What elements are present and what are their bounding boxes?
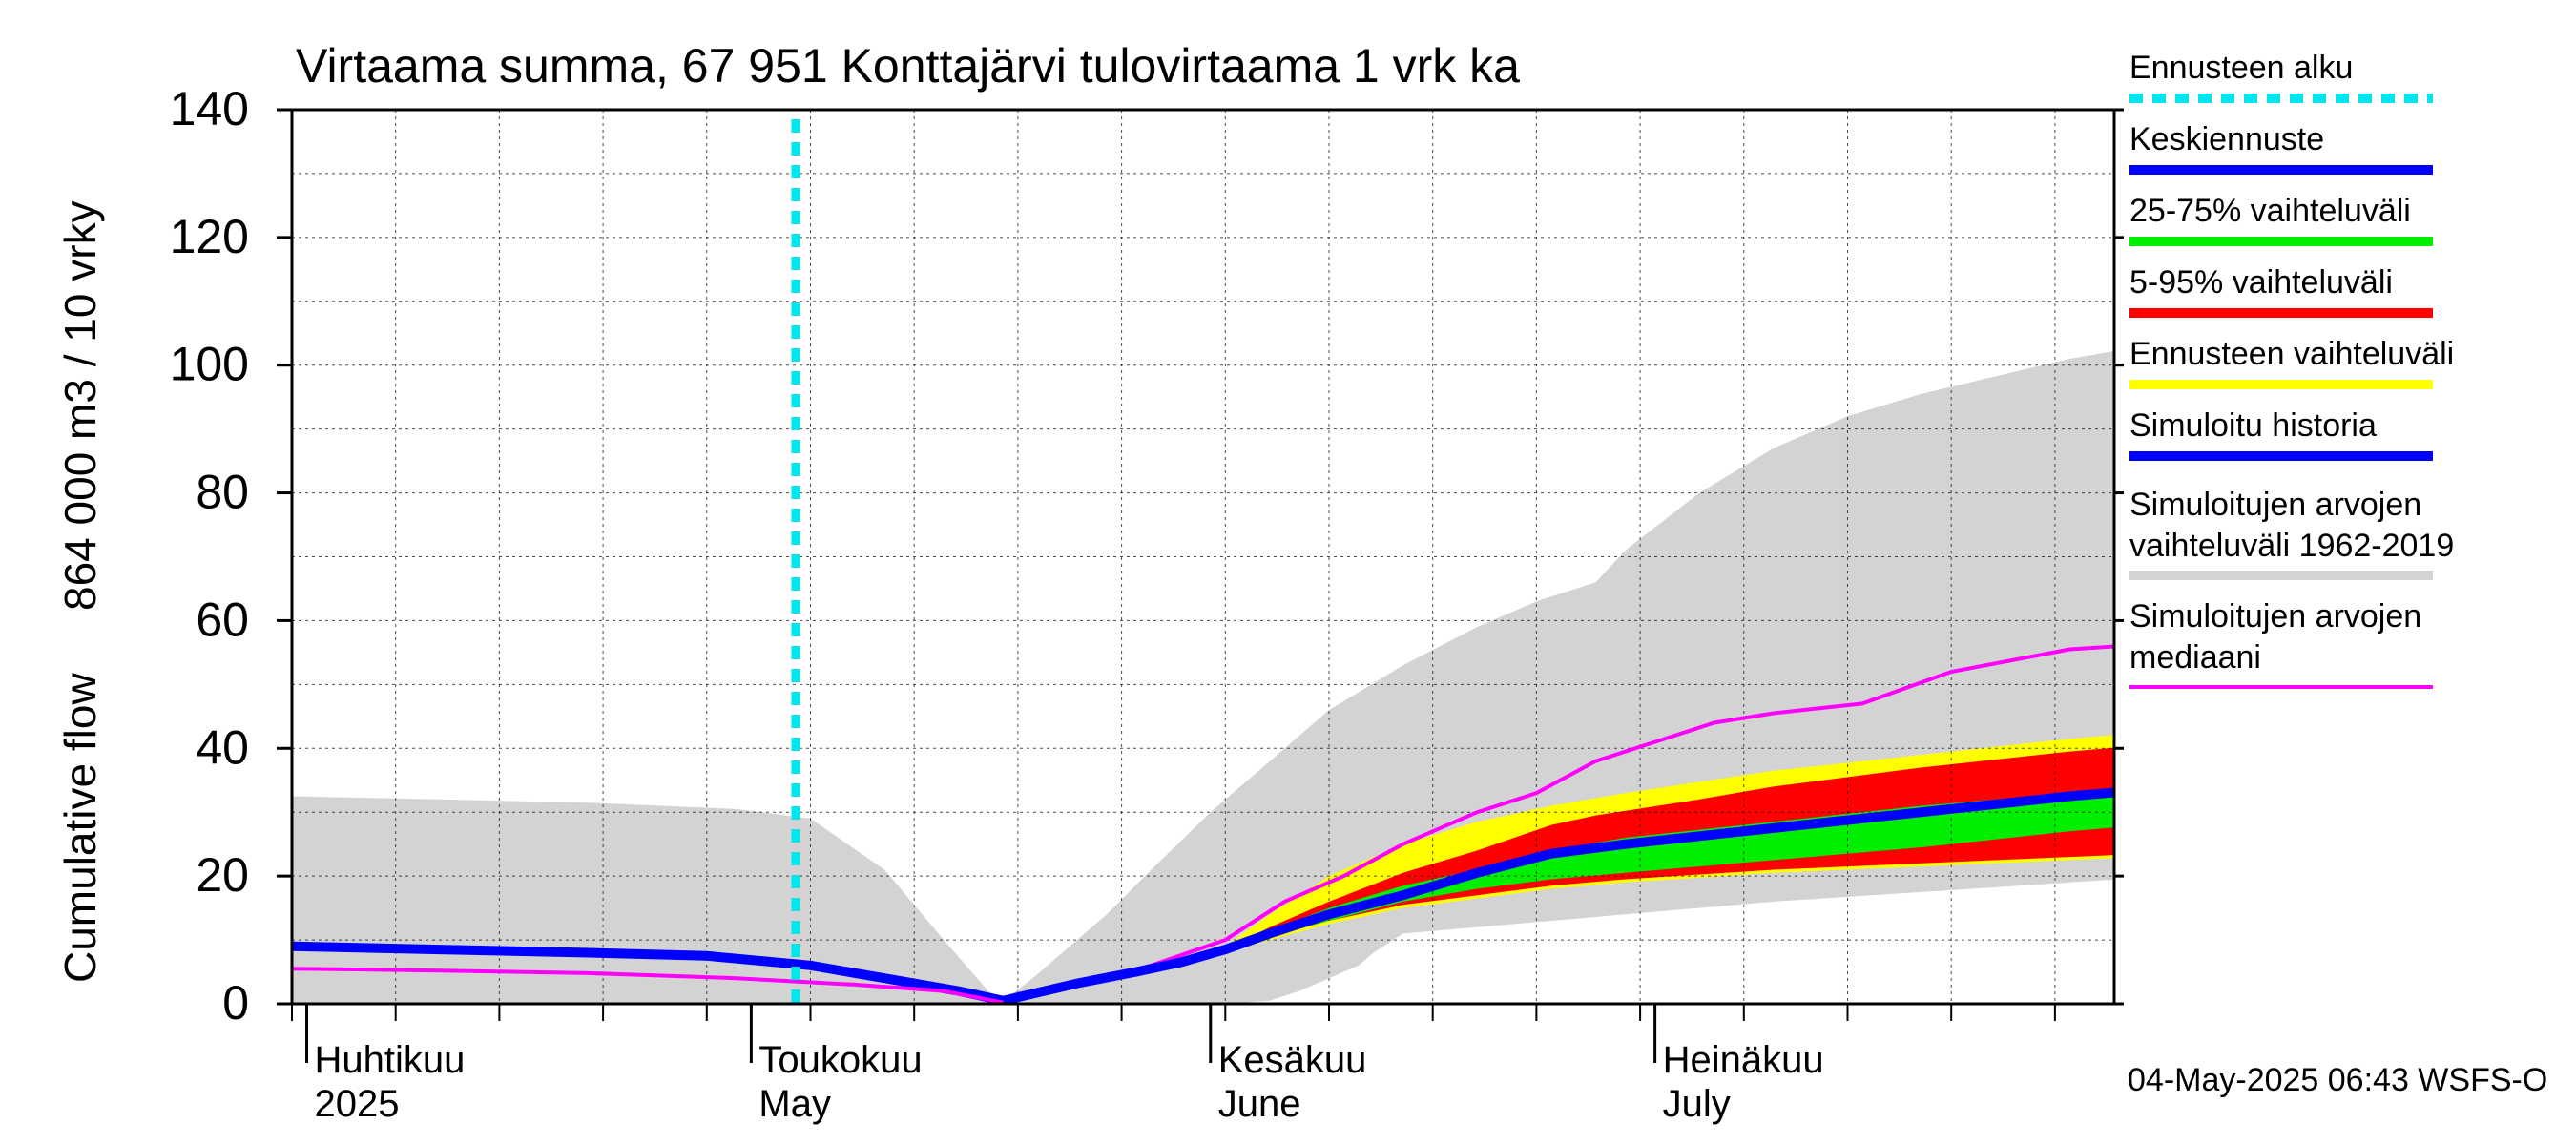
x-month-sublabel: May [758,1083,831,1125]
x-month-sublabel: June [1218,1083,1301,1125]
legend-label: Ennusteen vaihteluväli [2129,336,2454,372]
y-tick-label: 120 [170,210,249,263]
plot-area [290,108,2116,1006]
y-axis-ticks: 0 20 40 60 80 100 120 140 [170,82,2124,1030]
legend-label: Simuloitujen arvojen [2129,487,2421,523]
legend: Ennusteen alku Keskiennuste 25-75% vaihtel… [2129,50,2454,689]
legend-label: Simuloitujen arvojen [2129,598,2421,635]
legend-label-line2: mediaani [2129,639,2261,676]
x-month-label: Kesäkuu [1218,1039,1367,1081]
y-tick-label: 20 [196,848,249,902]
x-month-sublabel: July [1663,1083,1731,1125]
legend-label: 5-95% vaihteluväli [2129,264,2393,301]
y-tick-label: 80 [196,466,249,519]
legend-label: 25-75% vaihteluväli [2129,193,2411,229]
legend-label-line2: vaihteluväli 1962-2019 [2129,528,2454,564]
band-25-75 [1003,789,2114,1001]
y-axis-label: Cumulative flow 864 000 m3 / 10 vrky [55,200,105,983]
plot-frame [290,108,2116,1006]
x-month-label: Heinäkuu [1663,1039,1824,1081]
timestamp: 04-May-2025 06:43 WSFS-O [2128,1062,2547,1098]
chart-title: Virtaama summa, 67 951 Konttajärvi tulov… [296,39,1520,93]
legend-label: Keskiennuste [2129,121,2324,157]
y-axis-label-unit: 864 000 m3 / 10 vrky [55,200,105,611]
x-month-sublabel: 2025 [315,1083,400,1125]
simulated-history-line [292,941,1005,1004]
hist-median-line [292,644,2114,1004]
y-tick-label: 140 [170,82,249,135]
lines [292,119,2114,1004]
mean-forecast-line [1002,787,2114,1004]
y-axis-label-name: Cumulative flow [55,673,105,983]
y-tick-label: 0 [222,976,249,1030]
x-month-label: Toukokuu [758,1039,922,1081]
legend-label: Ennusteen alku [2129,50,2353,86]
legend-label: Simuloitu historia [2129,407,2377,444]
grid-lines [291,110,2114,1004]
x-month-label: Huhtikuu [315,1039,466,1081]
y-tick-label: 100 [170,338,249,391]
y-tick-label: 40 [196,720,249,774]
y-tick-label: 60 [196,593,249,646]
